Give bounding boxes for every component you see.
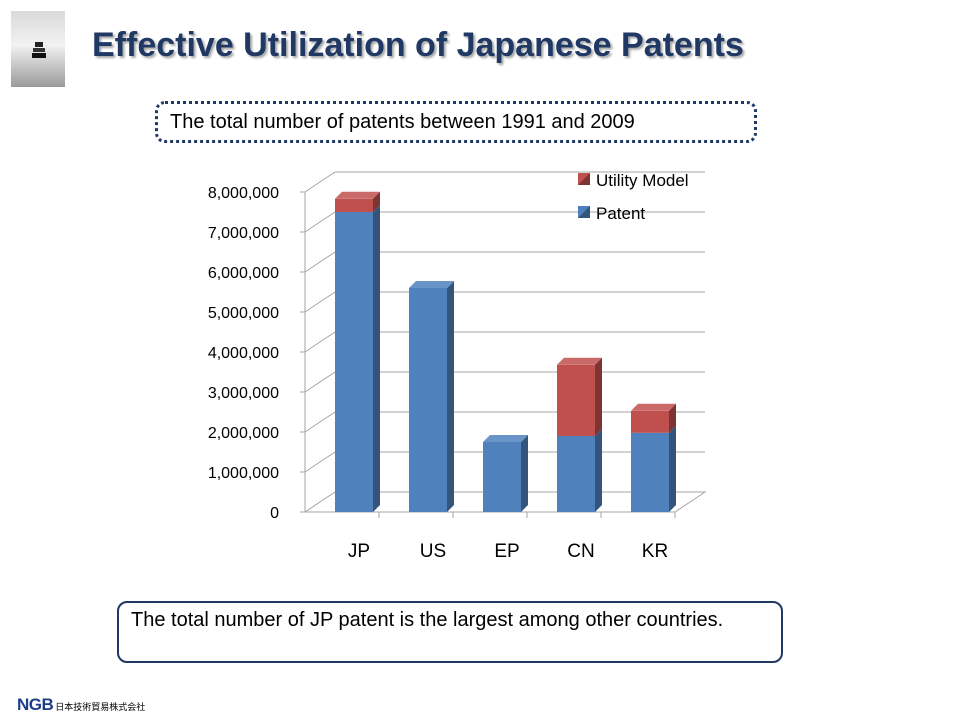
- bar-kr-utility-model: [631, 403, 676, 433]
- bar-side: [373, 205, 380, 512]
- bar-cn-patent: [557, 429, 602, 512]
- y-tick-label: 0: [270, 505, 279, 522]
- bar-side: [669, 425, 676, 512]
- bar-front: [557, 364, 595, 436]
- slide-title: Effective Utilization of Japanese Patent…: [92, 26, 744, 64]
- bar-side: [595, 429, 602, 512]
- bar-front: [483, 442, 521, 512]
- bar-ep-patent: [483, 435, 528, 512]
- chart-subtitle-box: The total number of patents between 1991…: [155, 101, 757, 143]
- y-tick-label: 2,000,000: [208, 425, 279, 442]
- bar-side: [595, 357, 602, 436]
- legend-swatch-shade: [578, 173, 590, 185]
- y-axis-labels: 0 1,000,000 2,000,000 3,000,000 4,000,000 5,0…: [208, 185, 279, 522]
- footer-logo: NGB 日本技術貿易株式会社: [17, 695, 145, 715]
- bar-side: [521, 435, 528, 512]
- legend-label: Utility Model: [596, 171, 689, 190]
- bar-front: [631, 410, 669, 433]
- bar-jp-patent: [335, 205, 380, 512]
- bar-front: [335, 198, 373, 212]
- bar-jp-utility-model: [335, 191, 380, 212]
- y-tick-label: 8,000,000: [208, 185, 279, 202]
- legend-item: Utility Model: [578, 171, 689, 190]
- conclusion-note-box: The total number of JP patent is the lar…: [117, 601, 783, 663]
- bar-front: [335, 212, 373, 512]
- x-axis-labels: JP US EP CN KR: [348, 541, 668, 562]
- bar-side: [447, 281, 454, 512]
- y-tick-label: 6,000,000: [208, 265, 279, 282]
- x-tick-label: EP: [494, 541, 519, 562]
- chart-legend: Utility Model Patent: [578, 171, 689, 223]
- bar-layer: [335, 191, 676, 512]
- x-tick-label: CN: [567, 541, 594, 562]
- bar-side: [373, 191, 380, 212]
- bar-front: [409, 288, 447, 512]
- bar-side: [669, 403, 676, 433]
- chart-floor: [303, 491, 707, 513]
- y-tick-label: 5,000,000: [208, 305, 279, 322]
- x-tick-label: US: [420, 541, 446, 562]
- x-tick-label: KR: [642, 541, 668, 562]
- bar-top: [483, 435, 528, 442]
- y-tick-label: 4,000,000: [208, 345, 279, 362]
- legend-label: Patent: [596, 204, 645, 223]
- bar-top: [409, 281, 454, 288]
- legend-item: Patent: [578, 204, 645, 223]
- bar-top: [557, 357, 602, 365]
- conclusion-note: The total number of JP patent is the lar…: [131, 609, 724, 631]
- company-logo-mark: NGB: [17, 695, 54, 714]
- figurine-icon: [32, 42, 46, 58]
- y-tick-label: 3,000,000: [208, 385, 279, 402]
- bar-us-patent: [409, 281, 454, 512]
- bar-top: [335, 191, 380, 199]
- bar-top: [631, 403, 676, 411]
- chart-subtitle: The total number of patents between 1991…: [170, 111, 635, 133]
- gridline: [304, 171, 705, 193]
- bar-front: [631, 432, 669, 512]
- company-name: 日本技術貿易株式会社: [55, 702, 146, 712]
- bar-front: [557, 436, 595, 512]
- slide-thumbnail-image: [11, 11, 65, 87]
- legend-swatch-shade: [578, 206, 590, 218]
- bar-cn-utility-model: [557, 357, 602, 436]
- y-tick-label: 7,000,000: [208, 225, 279, 242]
- bar-kr-patent: [631, 425, 676, 512]
- x-tick-label: JP: [348, 541, 370, 562]
- y-tick-label: 1,000,000: [208, 465, 279, 482]
